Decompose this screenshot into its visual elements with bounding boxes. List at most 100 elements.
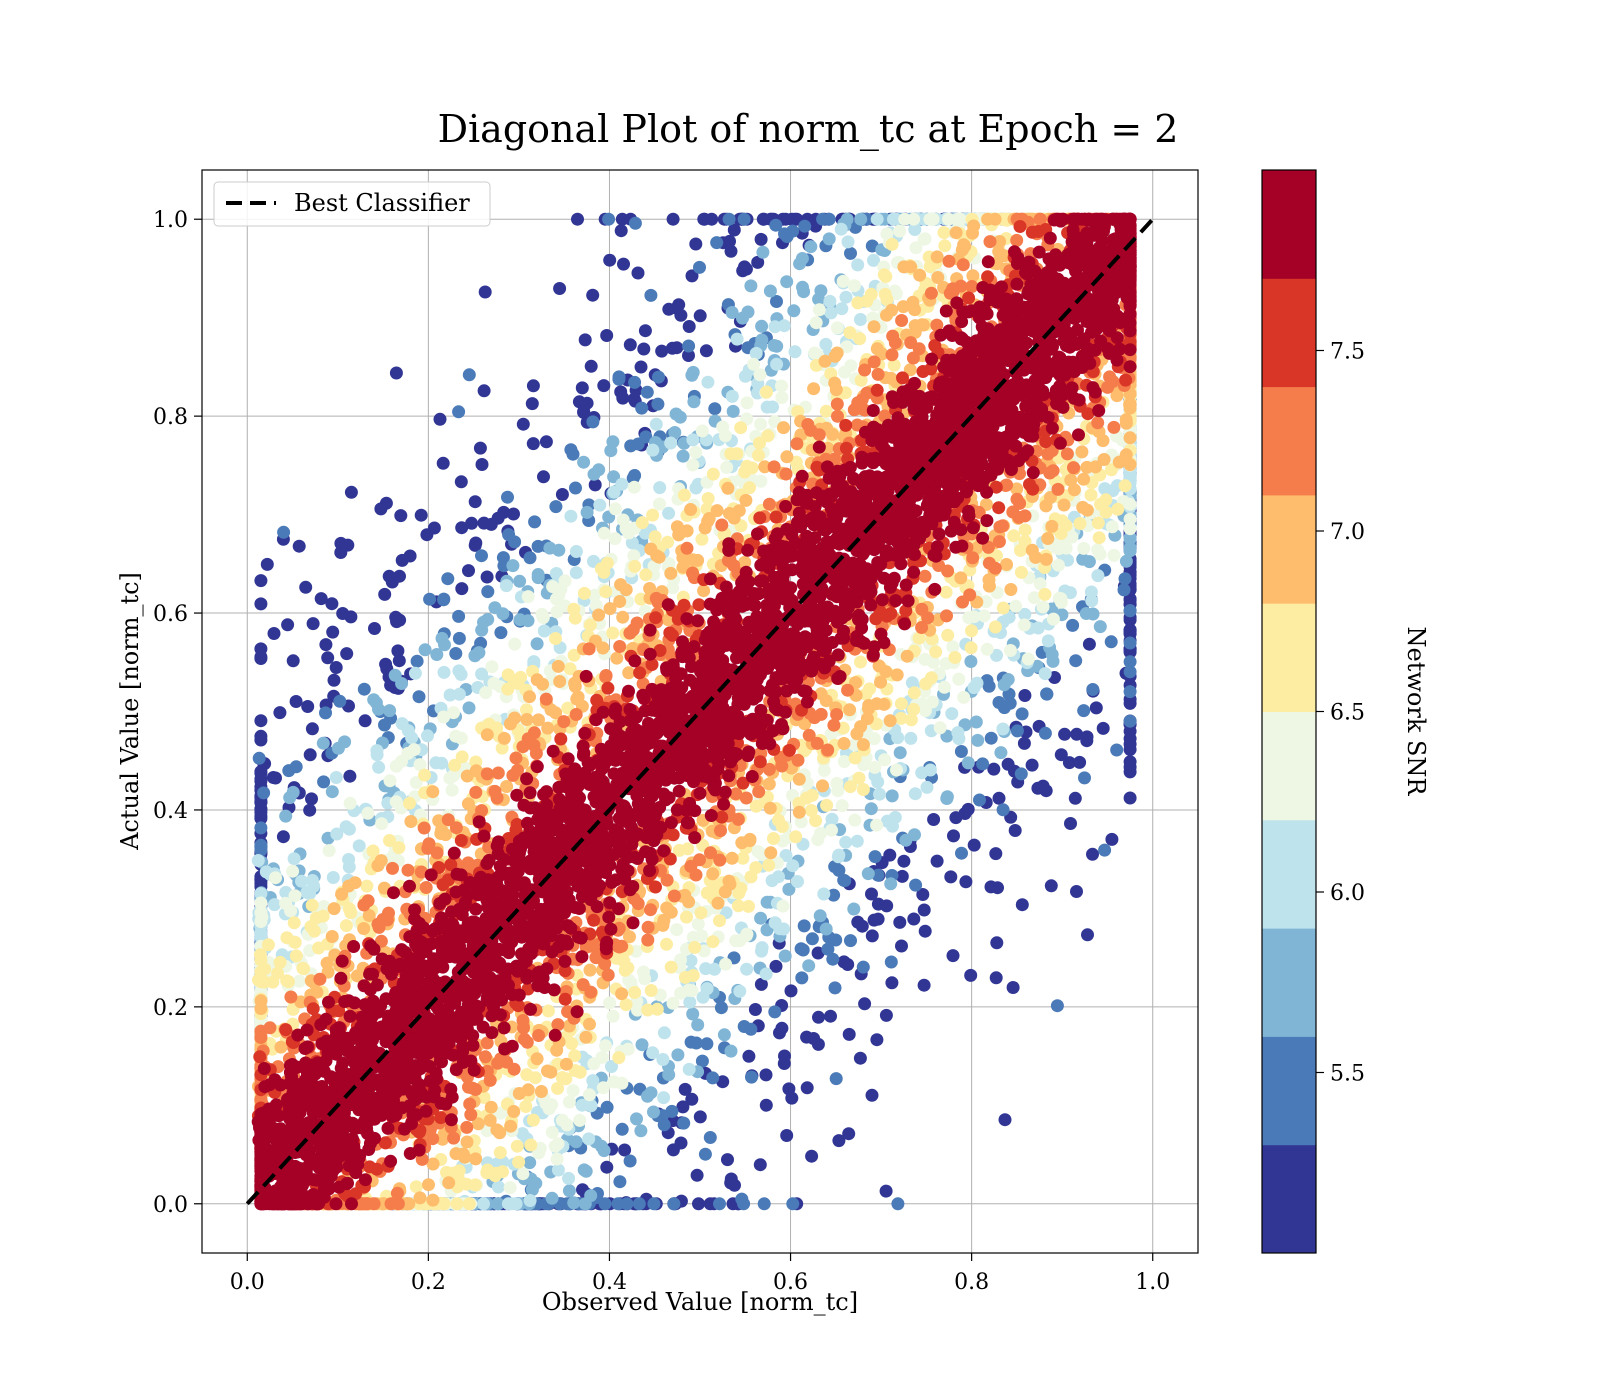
scatter-point	[532, 1029, 546, 1042]
scatter-point	[339, 919, 353, 933]
scatter-point	[1015, 898, 1029, 912]
scatter-point	[666, 212, 680, 226]
scatter-point	[653, 497, 666, 511]
scatter-point	[837, 755, 851, 768]
scatter-point	[969, 715, 983, 729]
scatter-point	[695, 532, 709, 546]
scatter-point	[449, 1147, 463, 1161]
scatter-point	[918, 652, 932, 666]
scatter-point	[755, 333, 769, 347]
scatter-point	[1091, 516, 1105, 530]
scatter-point	[864, 287, 878, 301]
scatter-point	[374, 854, 388, 868]
scatter-point	[442, 1176, 456, 1190]
scatter-point	[1123, 743, 1137, 756]
scatter-point	[586, 1074, 600, 1088]
scatter-point	[820, 798, 834, 812]
scatter-point	[940, 609, 953, 623]
scatter-point	[305, 722, 319, 736]
scatter-point	[880, 899, 894, 913]
scatter-point	[468, 1178, 482, 1192]
scatter-point	[1123, 431, 1137, 445]
scatter-point	[359, 1197, 373, 1211]
scatter-point	[1015, 707, 1029, 721]
scatter-point	[286, 654, 300, 668]
scatter-point	[752, 448, 765, 462]
scatter-point	[738, 369, 752, 383]
scatter-point	[578, 333, 592, 347]
scatter-point	[661, 535, 675, 549]
scatter-point	[724, 1176, 738, 1190]
scatter-point	[988, 561, 1002, 575]
scatter-point	[1077, 472, 1091, 486]
scatter-point	[274, 1040, 288, 1054]
scatter-point	[438, 638, 451, 652]
scatter-point	[520, 713, 534, 726]
scatter-point	[777, 319, 791, 333]
scatter-point	[1096, 721, 1110, 735]
scatter-point	[697, 584, 711, 598]
scatter-point	[640, 385, 654, 399]
scatter-point	[657, 1091, 671, 1105]
scatter-point	[844, 246, 857, 260]
scatter-point	[1017, 618, 1031, 632]
scatter-point	[880, 308, 893, 322]
scatter-point	[412, 690, 426, 704]
scatter-point	[724, 447, 738, 461]
scatter-point	[251, 854, 265, 867]
scatter-point	[452, 609, 466, 623]
scatter-point	[852, 771, 866, 785]
scatter-point	[641, 920, 655, 934]
scatter-point	[736, 311, 749, 325]
scatter-point	[301, 700, 315, 713]
scatter-point	[807, 382, 821, 396]
scatter-point	[562, 1184, 576, 1198]
scatter-point	[327, 673, 341, 687]
scatter-point	[600, 556, 614, 570]
scatter-point	[254, 887, 268, 901]
scatter-point	[599, 1039, 612, 1053]
scatter-point	[454, 475, 468, 489]
scatter-point	[437, 665, 451, 679]
scatter-point	[967, 681, 981, 695]
scatter-point	[263, 1021, 277, 1035]
scatter-point	[254, 930, 268, 944]
scatter-point	[837, 955, 851, 969]
scatter-point	[685, 269, 699, 283]
scatter-point	[549, 567, 563, 580]
scatter-point	[419, 881, 433, 894]
scatter-point	[906, 351, 920, 365]
scatter-point	[904, 731, 918, 745]
scatter-point	[586, 288, 600, 302]
scatter-point	[375, 817, 389, 831]
scatter-point	[683, 995, 697, 1009]
scatter-point	[946, 640, 960, 654]
scatter-point	[1046, 612, 1060, 626]
scatter-point	[460, 769, 474, 783]
scatter-point	[990, 936, 1004, 950]
scatter-point	[481, 1163, 495, 1177]
scatter-point	[695, 929, 708, 943]
scatter-point	[755, 319, 769, 333]
scatter-point	[792, 805, 806, 819]
scatter-point	[725, 389, 739, 403]
scatter-point	[1105, 520, 1119, 534]
scatter-point	[695, 1054, 709, 1068]
scatter-point	[1009, 599, 1023, 613]
scatter-point	[1067, 461, 1080, 475]
scatter-point	[1038, 726, 1052, 740]
scatter-point	[569, 566, 583, 580]
scatter-point	[625, 536, 639, 550]
scatter-point	[526, 379, 540, 393]
scatter-point	[853, 332, 867, 346]
scatter-point	[919, 677, 933, 691]
scatter-point	[779, 467, 793, 481]
scatter-point	[613, 595, 627, 608]
scatter-point	[797, 919, 811, 933]
scatter-point	[843, 703, 857, 717]
scatter-point	[763, 284, 777, 298]
scatter-point	[584, 1099, 598, 1113]
scatter-point	[868, 850, 882, 864]
scatter-point	[605, 1060, 618, 1073]
scatter-point	[700, 982, 714, 996]
